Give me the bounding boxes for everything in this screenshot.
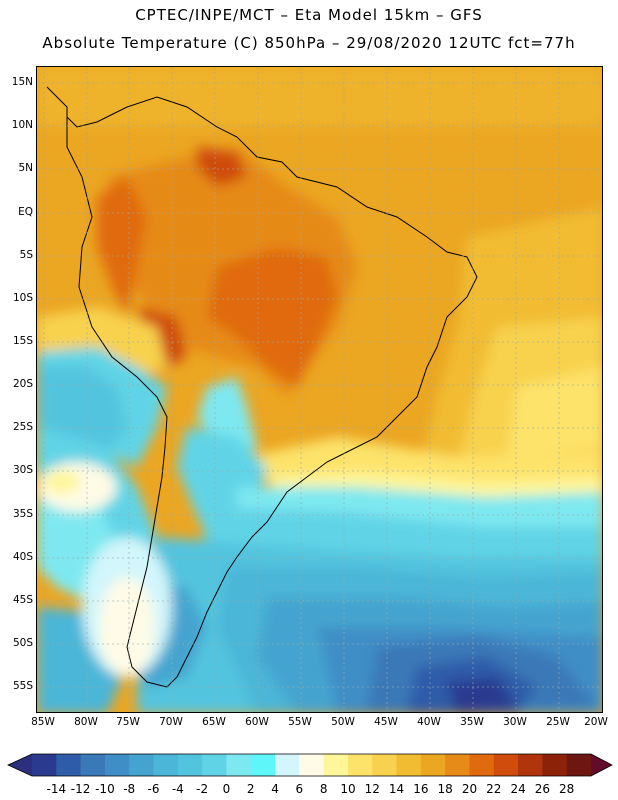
colorbar-label: -4 — [171, 782, 184, 796]
colorbar-swatch — [250, 754, 276, 776]
colorbar-label: 2 — [246, 782, 255, 796]
colorbar-label: 14 — [388, 782, 405, 796]
colorbar-swatch — [518, 754, 543, 776]
colorbar-label: 20 — [461, 782, 478, 796]
lon-label: 45W — [374, 716, 398, 728]
lat-label: 45S — [12, 594, 33, 606]
colorbar-swatch — [299, 754, 325, 776]
colorbar-swatch — [32, 754, 57, 776]
lat-label: 20S — [12, 378, 33, 390]
colorbar-label: -6 — [147, 782, 160, 796]
colorbar-swatch — [177, 754, 203, 776]
colorbar-swatch — [396, 754, 422, 776]
colorbar-swatch — [347, 754, 373, 776]
lat-label: 15S — [12, 335, 33, 347]
coastline — [66, 96, 478, 688]
colorbar-label: -10 — [95, 782, 115, 796]
lon-label: 80W — [74, 716, 98, 728]
title-line-2: Absolute Temperature (C) 850hPa – 29/08/… — [42, 34, 576, 52]
colorbar-swatch — [56, 754, 82, 776]
lon-label: 60W — [245, 716, 269, 728]
colorbar-label: 12 — [364, 782, 380, 796]
colorbar-label: 16 — [413, 782, 429, 796]
colorbar-swatch — [104, 754, 130, 776]
lon-label: 85W — [31, 716, 55, 728]
lon-label: 70W — [159, 716, 183, 728]
lat-label: 10S — [12, 292, 33, 304]
lon-label: 40W — [417, 716, 441, 728]
colorbar-label: -14 — [46, 782, 67, 796]
temperature-map — [36, 66, 603, 713]
colorbar-swatch — [493, 754, 519, 776]
lon-label: 20W — [584, 716, 608, 728]
colorbar-label: 8 — [319, 782, 328, 796]
colorbar-label: -12 — [70, 782, 91, 796]
lon-label: 30W — [503, 716, 527, 728]
colorbar-swatch — [80, 754, 106, 776]
colorbar — [7, 753, 613, 777]
colorbar-swatch — [420, 754, 446, 776]
colorbar-swatch — [202, 754, 227, 776]
lon-label: 50W — [331, 716, 355, 728]
lon-label: 25W — [546, 716, 570, 728]
colorbar-label: -2 — [196, 782, 209, 796]
lat-label: 5N — [18, 162, 33, 174]
lat-label: 40S — [12, 551, 33, 563]
colorbar-swatch — [445, 754, 470, 776]
lon-label: 55W — [288, 716, 312, 728]
colorbar-label: 26 — [534, 782, 551, 796]
lat-label: 50S — [12, 637, 33, 649]
colorbar-label: 0 — [222, 782, 231, 796]
colorbar-label: -8 — [123, 782, 136, 796]
colorbar-arrow-left — [8, 754, 32, 776]
lon-label: 35W — [460, 716, 484, 728]
lat-label: 30S — [12, 464, 33, 476]
lat-label: 55S — [12, 680, 33, 692]
colorbar-label: 28 — [559, 782, 575, 796]
lat-label: 25S — [12, 421, 33, 433]
lon-label: 75W — [116, 716, 140, 728]
colorbar-label: 6 — [295, 782, 304, 796]
colorbar-label: 22 — [486, 782, 502, 796]
colorbar-swatch — [153, 754, 179, 776]
lat-label: 15N — [11, 76, 33, 88]
colorbar-label: 18 — [437, 782, 453, 796]
colorbar-label: 24 — [510, 782, 526, 796]
colorbar-swatch — [469, 754, 495, 776]
colorbar-label: 10 — [340, 782, 356, 796]
lat-label: 10N — [11, 119, 33, 131]
colorbar-swatch — [226, 754, 252, 776]
lon-label: 65W — [202, 716, 226, 728]
map-fields — [37, 67, 602, 712]
colorbar-swatch — [275, 754, 300, 776]
colorbar-swatch — [129, 754, 155, 776]
colorbar-swatch — [323, 754, 349, 776]
lat-label: 5S — [19, 249, 33, 261]
lat-label: EQ — [18, 206, 33, 218]
colorbar-label: 4 — [271, 782, 279, 796]
colorbar-swatch — [542, 754, 568, 776]
colorbar-swatch — [566, 754, 592, 776]
colorbar-arrow-right — [591, 754, 612, 776]
lat-label: 35S — [12, 508, 33, 520]
title-line-1: CPTEC/INPE/MCT – Eta Model 15km – GFS — [135, 6, 483, 24]
central-america-coast — [46, 86, 68, 127]
colorbar-swatch — [372, 754, 398, 776]
